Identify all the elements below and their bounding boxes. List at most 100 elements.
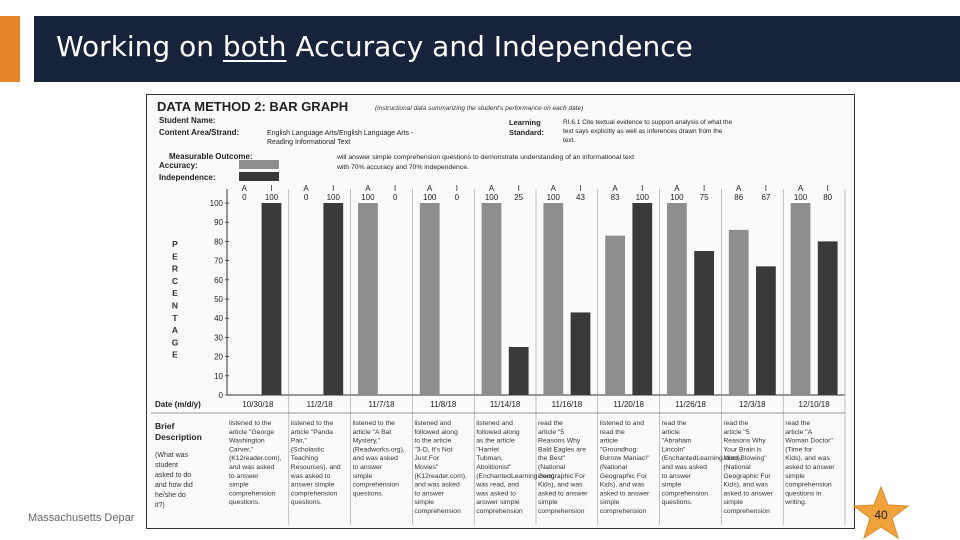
independence-value-label: 43	[576, 193, 585, 202]
student-name-label: Student Name:	[159, 116, 215, 125]
description-line: simple	[600, 499, 620, 506]
star-icon	[852, 486, 910, 540]
description-line: comprehension	[600, 508, 647, 515]
accuracy-bar	[358, 203, 378, 395]
series-a-header: A	[303, 184, 309, 193]
description-line: simple	[414, 499, 434, 506]
description-line: Tubman,	[476, 455, 503, 462]
y-tick-label: 40	[214, 314, 223, 323]
description-line: Burrow Maniac!"	[600, 455, 650, 462]
series-i-header: I	[703, 184, 705, 193]
description-line: Your Brain is	[723, 446, 762, 453]
independence-bar	[632, 203, 653, 395]
date-label: 10/30/18	[242, 400, 274, 409]
independence-bar	[261, 203, 282, 395]
description-line: read the	[662, 420, 687, 427]
legend-label: Accuracy:	[159, 161, 198, 170]
description-subheader: he/she do	[155, 492, 186, 499]
description-line: Reasons Why	[723, 438, 766, 445]
description-line: and was asked	[353, 455, 399, 462]
description-line: and was asked	[229, 464, 275, 471]
description-subheader: (What was	[155, 452, 189, 459]
series-i-header: I	[765, 184, 767, 193]
y-tick-label: 10	[214, 372, 223, 381]
description-line: Bald Eagles are	[538, 446, 586, 453]
y-tick-label: 60	[214, 276, 223, 285]
title-before: Working on	[56, 30, 223, 63]
date-label: 11/20/18	[613, 400, 644, 409]
description-line: (EnchantedLearning.com),	[662, 455, 742, 462]
independence-value-label: 75	[700, 193, 709, 202]
series-i-header: I	[641, 184, 643, 193]
date-label: 11/7/18	[368, 400, 395, 409]
series-a-header: A	[612, 184, 618, 193]
y-tick-label: 90	[214, 218, 223, 227]
legend-swatch	[239, 160, 279, 169]
y-axis-label-letter: N	[172, 301, 178, 311]
x-axis-label: Date (m/d/y)	[155, 400, 201, 409]
description-header: Brief	[155, 421, 175, 431]
description-line: "Abraham	[662, 438, 692, 445]
description-line: comprehension	[538, 508, 585, 515]
description-line: and was asked	[414, 482, 460, 489]
y-tick-label: 100	[210, 199, 224, 208]
description-line: simple	[538, 499, 558, 506]
accuracy-value-label: 86	[734, 193, 743, 202]
description-header: Description	[155, 432, 202, 442]
description-line: Resources), and	[291, 464, 341, 471]
description-line: as the article	[476, 438, 515, 445]
series-a-header: A	[489, 184, 495, 193]
accuracy-bar	[481, 203, 502, 395]
description-line: listened to and	[600, 420, 644, 427]
description-line: Movies"	[414, 464, 439, 471]
description-line: read the	[538, 420, 563, 427]
description-line: and was asked	[662, 464, 708, 471]
accuracy-bar	[790, 203, 811, 395]
accuracy-bar	[667, 203, 687, 395]
accuracy-bar	[543, 203, 564, 395]
description-line: comprehension	[476, 508, 523, 515]
description-line: Kids), and was	[538, 482, 583, 489]
description-line: (National	[600, 464, 628, 471]
description-line: answer simple	[476, 499, 520, 506]
chart-subtitle: (instructional data summarizing the stud…	[375, 105, 583, 112]
description-line: article "A Bat	[353, 429, 392, 436]
accuracy-value-label: 100	[547, 193, 561, 202]
description-line: "3-D, It's Not	[414, 446, 452, 453]
series-a-header: A	[242, 184, 248, 193]
series-a-header: A	[674, 184, 680, 193]
description-line: comprehension	[723, 508, 770, 515]
description-line: Kids), and was	[600, 482, 645, 489]
independence-bar	[694, 251, 714, 395]
description-line: simple	[723, 499, 743, 506]
description-line: (K12reader.com),	[229, 455, 282, 462]
description-line: questions.	[229, 499, 260, 506]
description-line: Geographic For	[723, 473, 771, 480]
y-tick-label: 0	[219, 391, 224, 400]
description-line: (National	[538, 464, 566, 471]
description-subheader: asked to do	[155, 472, 191, 479]
description-line: Lincoln"	[662, 446, 687, 453]
description-subheader: it?)	[155, 502, 165, 509]
learning-standard-line: text.	[563, 137, 575, 144]
description-line: asked to answer	[538, 490, 588, 497]
y-tick-label: 20	[214, 353, 223, 362]
legend-label: Independence:	[159, 173, 215, 182]
description-line: listened and	[476, 420, 513, 427]
description-line: article "5	[538, 429, 564, 436]
bar-graph-scan: DATA METHOD 2: BAR GRAPH (instructional d…	[146, 94, 855, 529]
description-line: Mystery,"	[353, 438, 381, 445]
description-line: read the	[785, 420, 810, 427]
learning-standard-label: Learning	[509, 118, 541, 127]
independence-value-label: 100	[265, 193, 279, 202]
footer-text: Massachusetts Depar	[28, 512, 135, 524]
accuracy-value-label: 100	[794, 193, 808, 202]
y-axis-label-letter: R	[172, 264, 178, 274]
series-i-header: I	[518, 184, 520, 193]
independence-bar	[756, 266, 776, 395]
content-area-line: Reading Informational Text	[267, 139, 350, 146]
date-label: 12/10/18	[799, 400, 831, 409]
independence-bar	[323, 203, 344, 395]
independence-value-label: 100	[327, 193, 341, 202]
description-line: (National	[723, 464, 751, 471]
